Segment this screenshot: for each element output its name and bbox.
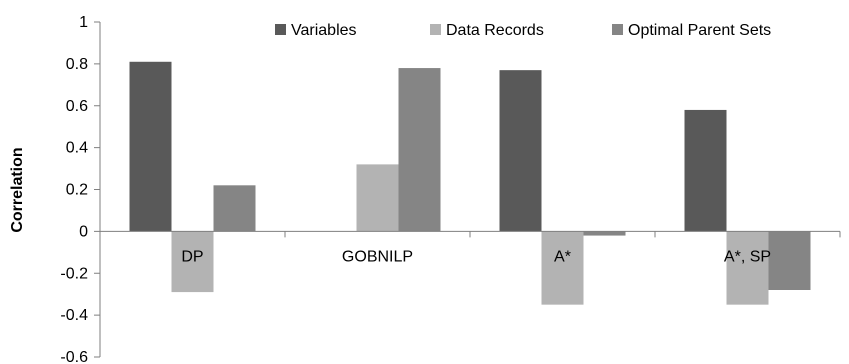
bar-optimal-parent-sets — [213, 185, 256, 232]
legend-label: Optimal Parent Sets — [628, 22, 771, 39]
bar-data-records — [171, 231, 214, 293]
y-tick-label: -0.2 — [60, 265, 88, 282]
y-axis: -0.6 -0.4 -0.2 0 0.2 0.4 0.6 0.8 1 — [60, 14, 101, 364]
legend-swatch — [430, 24, 441, 35]
category-label: GOBNILP — [342, 248, 413, 265]
category-label: A*, SP — [724, 248, 771, 265]
bar-optimal-parent-sets — [768, 231, 811, 290]
bar-variables — [684, 109, 727, 232]
bar-variables — [129, 61, 172, 232]
y-tick-label: 0.8 — [66, 56, 88, 73]
category-label: A* — [554, 248, 571, 265]
bar-variables — [499, 70, 542, 232]
legend: Variables Data Records Optimal Parent Sets — [275, 22, 771, 39]
legend-label: Variables — [291, 22, 357, 39]
category-label: DP — [181, 248, 203, 265]
y-tick-label: 0.4 — [66, 140, 88, 157]
y-tick-label: 0.2 — [66, 182, 88, 199]
legend-label: Data Records — [446, 22, 544, 39]
bars — [129, 61, 811, 305]
bar-optimal-parent-sets — [583, 231, 626, 236]
bar-data-records — [356, 164, 399, 232]
y-tick-label: -0.4 — [60, 307, 88, 324]
y-axis-title: Correlation — [9, 147, 26, 232]
y-tick-label: 0 — [79, 223, 88, 240]
bar-data-records — [726, 231, 769, 305]
x-axis: DP GOBNILP A* A*, SP — [99, 230, 841, 265]
y-tick-label: 0.6 — [66, 98, 88, 115]
bar-data-records — [541, 231, 584, 305]
y-tick-label: 1 — [79, 14, 88, 31]
bar-optimal-parent-sets — [398, 68, 441, 232]
legend-swatch — [275, 24, 286, 35]
y-tick-label: -0.6 — [60, 349, 88, 364]
legend-swatch — [612, 24, 623, 35]
